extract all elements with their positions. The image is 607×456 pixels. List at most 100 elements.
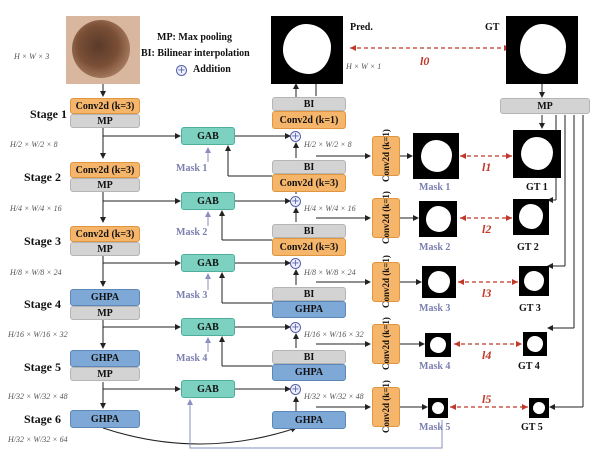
dim-stage-3: H/8 × W/8 × 24 [10,268,62,277]
dim-stage-1: H/2 × W/2 × 8 [10,140,58,149]
encoder-conv-stage-2: Conv2d (k=3) [70,162,140,178]
gt-image-5 [529,398,549,418]
mask-shape [428,271,450,293]
gt-mp-block: MP [500,98,590,114]
stage-3-label: Stage 3 [24,234,61,248]
addition-node-3: + [290,258,301,269]
loss-l2: l2 [482,222,492,236]
mask-shape [430,337,446,353]
stage-6-label: Stage 6 [24,412,61,426]
prediction-image [271,16,343,84]
side-mask-image-5 [428,398,448,418]
decoder-bi-stage-2: BI [272,160,346,174]
dec-dim-4: H/16 × W/16 × 32 [304,330,364,339]
input-image [66,16,140,84]
encoder-mp-stage-4: MP [70,306,140,320]
gt-label-4: GT 4 [518,361,540,372]
gab-block-3: GAB [181,254,235,272]
decoder-ghpa-stage-5: GHPA [272,364,346,381]
decoder-conv-stage-3: Conv2d (k=3) [272,238,346,256]
gt-image-4 [523,332,547,356]
stage-2-label: Stage 2 [24,170,61,184]
input-dim-label: H × W × 3 [14,52,50,61]
gt-label-1: GT 1 [526,182,548,193]
loss-l4: l4 [482,348,492,362]
stage-1-label: Stage 1 [30,107,67,121]
stage-4-label: Stage 4 [24,297,61,311]
encoder-mp-stage-1: MP [70,114,140,128]
encoder-mp-stage-5: MP [70,367,140,381]
mask-shape [421,140,452,172]
gab-mask-label-2: Mask 2 [176,227,208,238]
encoder-mp-stage-3: MP [70,242,140,256]
gt-mask-shape [520,24,566,74]
decoder-bi-stage-4: BI [272,287,346,301]
pred-dim-label: H × W × 1 [346,62,382,71]
mask-shape [521,137,553,170]
loss-l1: l1 [482,160,492,174]
legend-addition: Addition [193,64,231,75]
legend-bi: BI: Bilinear interpolation [141,48,250,59]
side-mask-label-1: Mask 1 [419,182,451,193]
dec-dim-5: H/32 × W/32 × 48 [304,392,364,401]
gt-image-2 [513,199,549,235]
addition-node-2: + [290,196,301,207]
gab-block-1: GAB [181,127,235,145]
side-mask-label-5: Mask 5 [419,422,451,433]
pred-label: Pred. [350,22,373,33]
mask-shape [432,402,444,414]
addition-node-5: + [290,384,301,395]
encoder-ghpa-stage-5: GHPA [70,350,140,367]
gt-label: GT [485,22,500,33]
decoder-ghpa-stage-4: GHPA [272,301,346,318]
gab-block-4: GAB [181,318,235,336]
addition-node-4: + [290,322,301,333]
encoder-conv-stage-3: Conv2d (k=3) [70,226,140,242]
legend-mp: MP: Max pooling [157,32,232,43]
side-mask-label-4: Mask 4 [419,361,451,372]
mask-shape [519,204,543,229]
gt-label-5: GT 5 [521,422,543,433]
stage-5-label: Stage 5 [24,360,61,374]
side-mask-image-3 [422,266,456,298]
gt-image-1 [513,130,561,178]
encoder-ghpa-stage-6: GHPA [70,410,140,428]
side-conv-5: Conv2d (k=1) [372,381,400,433]
decoder-conv-stage-2: Conv2d (k=3) [272,174,346,192]
side-mask-label-2: Mask 2 [419,242,451,253]
gab-block-2: GAB [181,192,235,210]
gt-image [506,16,578,84]
gab-mask-label-1: Mask 1 [176,163,208,174]
side-mask-label-3: Mask 3 [419,303,451,314]
side-conv-4: Conv2d (k=1) [372,318,400,370]
dim-stage-5: H/32 × W/32 × 48 [8,392,68,401]
dim-stage-6: H/32 × W/32 × 64 [8,435,68,444]
dec-dim-2: H/4 × W/4 × 16 [304,204,356,213]
decoder-bi-stage-1: BI [272,97,346,111]
decoder-bi-stage-3: BI [272,224,346,238]
addition-icon: + [176,65,187,76]
dec-dim-1: H/2 × W/2 × 8 [304,140,352,149]
dim-stage-4: H/16 × W/16 × 32 [8,330,68,339]
loss-l3: l3 [482,286,492,300]
gt-image-3 [519,266,549,296]
encoder-conv-stage-1: Conv2d (k=3) [70,98,140,114]
dim-stage-2: H/4 × W/4 × 16 [10,204,62,213]
decoder-conv-stage-1: Conv2d (k=1) [272,111,346,129]
loss-l0: l0 [420,54,430,68]
decoder-bi-stage-5: BI [272,350,346,364]
mask-shape [533,402,545,414]
gab-mask-label-3: Mask 3 [176,290,208,301]
gab-block-5: GAB [181,380,235,398]
side-mask-image-2 [419,201,457,237]
side-conv-2: Conv2d (k=1) [372,192,400,244]
dec-dim-3: H/8 × W/8 × 24 [304,268,356,277]
decoder-ghpa-stage-6: GHPA [272,411,346,429]
mask-shape [527,336,543,352]
mask-shape [426,206,451,232]
lesion-shape [72,20,130,78]
prediction-mask-shape [283,24,331,74]
side-conv-3: Conv2d (k=1) [372,256,400,308]
gt-label-3: GT 3 [519,303,541,314]
